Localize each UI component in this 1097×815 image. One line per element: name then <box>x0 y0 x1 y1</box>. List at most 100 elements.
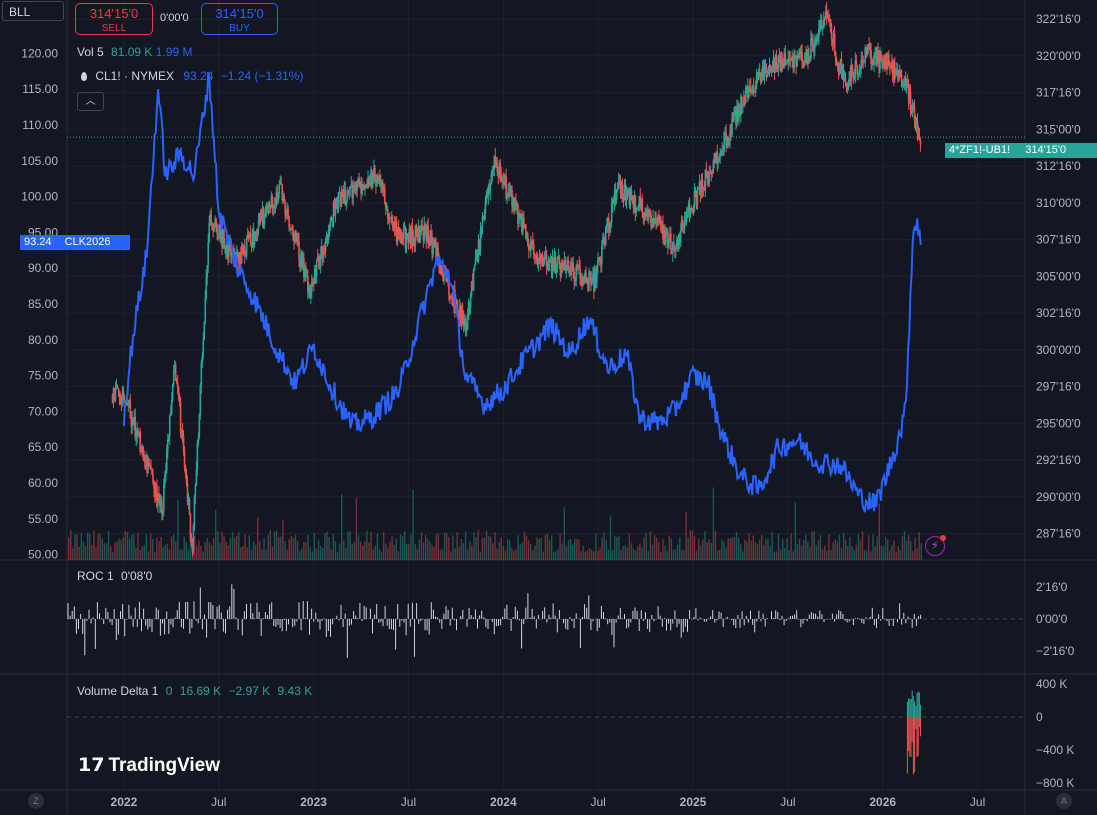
volume-bar <box>137 533 139 560</box>
volume-bar <box>859 540 862 560</box>
candle-body <box>428 242 430 246</box>
time-axis-label: Jul <box>590 795 605 809</box>
left-tag-symbol: CLK2026 <box>64 236 111 248</box>
volume-legend[interactable]: Vol 5 81.09 K 1.99 M <box>77 45 192 59</box>
candle-body <box>904 76 907 88</box>
candle-body <box>305 267 307 278</box>
volume-bar <box>517 535 519 560</box>
candle-body <box>510 189 512 191</box>
candle-body <box>908 92 911 101</box>
delta-axis-label: 400 K <box>1036 677 1067 691</box>
candle-body <box>498 163 501 177</box>
volume-bar <box>504 550 507 560</box>
candle-body <box>555 266 558 274</box>
volume-bar <box>790 533 792 560</box>
symbol-search-button[interactable]: BLL <box>2 1 64 21</box>
delta-bars <box>906 690 922 775</box>
candle-body <box>407 234 410 243</box>
candle-body <box>404 228 407 249</box>
candle-body <box>694 191 697 197</box>
volume-bar <box>70 530 72 560</box>
volume-bar <box>618 535 620 560</box>
volume-bar <box>385 543 387 560</box>
volume-bar <box>771 532 773 560</box>
volume-bar <box>454 548 456 560</box>
candle-body <box>243 245 246 257</box>
volume-bar <box>666 551 668 560</box>
volume-bar <box>343 540 345 560</box>
candle-body <box>418 227 421 243</box>
volume-bar <box>141 546 143 560</box>
volume-bar <box>630 543 633 560</box>
candle-body <box>601 246 603 265</box>
candle-body <box>310 291 312 298</box>
volume-bar <box>649 531 652 560</box>
volume-bar <box>355 497 358 560</box>
candle-body <box>160 500 162 506</box>
volume-bar <box>851 545 853 560</box>
volume-bar <box>748 533 750 560</box>
volume-bar <box>131 534 133 560</box>
candle-body <box>432 245 434 255</box>
volume-bar <box>196 545 198 560</box>
candle-body <box>131 418 134 427</box>
candle-body <box>816 40 818 44</box>
candle-body <box>896 69 899 77</box>
buy-button[interactable]: 314'15'0 BUY <box>201 3 278 35</box>
lightning-icon[interactable]: ⚡ <box>925 536 945 556</box>
candle-body <box>162 510 164 515</box>
overlay-legend[interactable]: CL1! · NYMEX 93.24 −1.24 (−1.31%) <box>81 69 303 83</box>
candle-body <box>825 10 828 17</box>
volume-bar <box>380 551 383 560</box>
candle-body <box>681 219 684 228</box>
delta-legend[interactable]: Volume Delta 1 0 16.69 K −2.97 K 9.43 K <box>77 684 312 698</box>
candle-body <box>696 189 699 205</box>
candle-body <box>359 182 361 184</box>
candle-body <box>272 208 275 210</box>
volume-bar <box>506 538 509 560</box>
right-axis-label: 290'00'0 <box>1036 490 1081 504</box>
candle-body <box>595 273 597 283</box>
right-axis-label: 300'00'0 <box>1036 343 1081 357</box>
volume-bar <box>91 545 93 560</box>
sell-button[interactable]: 314'15'0 SELL <box>75 3 153 35</box>
candle-body <box>399 234 402 243</box>
candle-body <box>604 226 607 246</box>
candle-body <box>778 55 781 57</box>
volume-bar <box>901 536 904 560</box>
candle-body <box>217 233 219 235</box>
candle-body <box>635 209 638 213</box>
right-axis-labels: 322'16'0 320'00'0 317'16'0 315'00'0 312'16'0… <box>1036 12 1081 540</box>
collapse-legend-button[interactable]: ︿ <box>77 92 104 111</box>
candle-body <box>459 305 462 324</box>
time-axis-labels: 2022 Jul 2023 Jul 2024 Jul 2025 Jul 2026 Jul <box>111 795 986 809</box>
volume-bar <box>572 545 574 560</box>
zoom-corner-button[interactable]: Z <box>28 793 44 809</box>
candle-body <box>657 216 659 222</box>
candle-body <box>827 17 830 22</box>
candle-body <box>332 202 335 219</box>
candle-body <box>526 233 528 239</box>
candle-body <box>329 217 332 226</box>
candle-body <box>892 60 894 81</box>
volume-bar <box>202 551 204 560</box>
volume-bar <box>884 536 887 560</box>
tradingview-logo[interactable]: 𝟭𝟳 TradingView <box>78 754 220 777</box>
tradingview-logo-text: TradingView <box>108 755 221 776</box>
time-axis-label: 2026 <box>869 795 896 809</box>
volume-bar <box>460 538 463 560</box>
roc-legend[interactable]: ROC 1 0'08'0 <box>77 569 152 583</box>
candle-body <box>316 256 319 261</box>
candle-body <box>829 19 832 32</box>
volume-bar <box>406 543 408 560</box>
candle-body <box>245 238 248 256</box>
candle-body <box>378 175 380 177</box>
candle-body <box>682 227 685 229</box>
candle-body <box>420 226 423 232</box>
auto-scale-button[interactable]: A <box>1056 793 1072 809</box>
candle-body <box>628 193 631 205</box>
candle-body <box>544 253 547 257</box>
candle-body <box>229 240 231 250</box>
candle-body <box>323 249 326 252</box>
